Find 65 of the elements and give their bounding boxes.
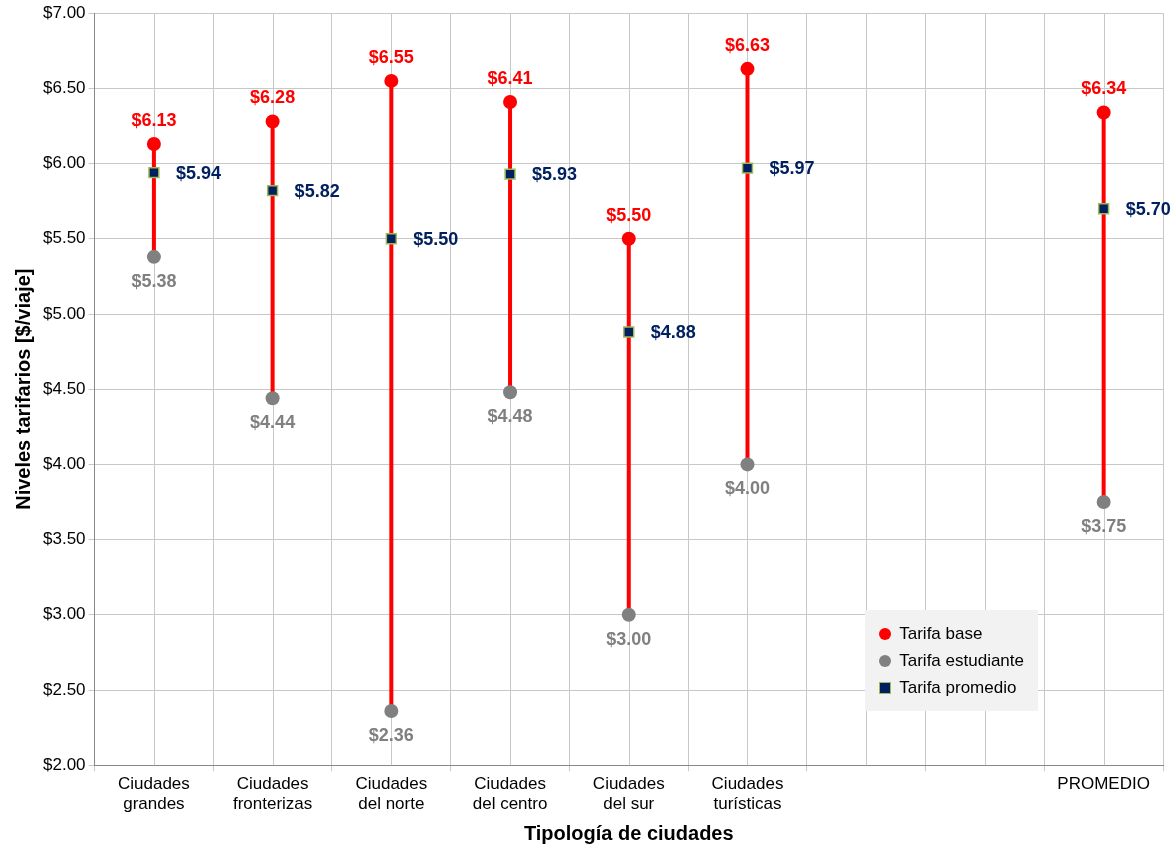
point [148, 166, 160, 179]
x-tick-label: Ciudades turísticas [711, 774, 784, 814]
y-tick-label: $3.00 [42, 604, 86, 624]
y-tick-label: $2.50 [42, 679, 86, 699]
y-tick-label: $2.00 [42, 754, 86, 774]
data-label: $5.97 [769, 158, 815, 179]
legend-label: Tarifa estudiante [899, 650, 1024, 671]
data-label: $6.63 [724, 34, 771, 55]
data-label: $5.50 [413, 228, 459, 249]
y-axis-title: Niveles tarifarios [$/viaje] [11, 268, 34, 510]
point [741, 162, 754, 174]
y-tick-label: $7.00 [42, 2, 86, 22]
point [265, 114, 280, 129]
data-label: $5.94 [175, 162, 221, 183]
point [384, 704, 399, 719]
data-label: $5.82 [294, 180, 340, 201]
point [503, 385, 518, 400]
point [503, 94, 518, 109]
point [265, 391, 280, 406]
point [504, 168, 516, 180]
y-tick-label: $5.50 [42, 228, 86, 248]
y-tick-label: $5.00 [42, 303, 86, 323]
data-label: $6.13 [131, 110, 177, 131]
data-label: $4.44 [250, 412, 296, 433]
x-tick-label: PROMEDIO [1057, 774, 1150, 794]
x-tick-label: Ciudades del norte [355, 774, 428, 814]
data-label: $4.88 [650, 322, 696, 343]
data-label: $3.75 [1081, 516, 1127, 536]
data-label: $4.00 [724, 478, 771, 499]
point [146, 137, 161, 152]
point [623, 326, 635, 338]
x-axis-title: Tipología de ciudades [523, 821, 734, 844]
y-tick-label: $4.50 [42, 378, 86, 398]
data-label: $6.34 [1081, 78, 1127, 99]
point [384, 73, 399, 88]
y-tick-label: $4.00 [42, 454, 86, 474]
point [740, 61, 755, 76]
point [621, 607, 636, 622]
data-label: $5.38 [131, 270, 177, 291]
data-label: $6.55 [368, 46, 414, 67]
point [1096, 105, 1111, 120]
data-label: $4.48 [487, 406, 533, 427]
point [621, 231, 636, 246]
data-label: $2.36 [368, 725, 414, 746]
point [266, 184, 279, 197]
x-tick-label: Ciudades grandes [117, 774, 190, 814]
point [1096, 495, 1111, 509]
point [1097, 203, 1110, 215]
data-label: $6.28 [250, 87, 296, 108]
data-label: $3.00 [606, 628, 652, 649]
data-label: $5.93 [532, 164, 578, 185]
x-tick-label: Ciudades del centro [472, 774, 548, 814]
point [740, 457, 755, 472]
y-tick-label: $6.00 [42, 153, 86, 173]
y-tick-label: $3.50 [42, 529, 86, 549]
data-label: $5.70 [1125, 198, 1171, 219]
data-label: $6.41 [487, 67, 533, 88]
legend-label: Tarifa promedio [899, 677, 1017, 698]
y-tick-label: $6.50 [42, 78, 86, 98]
data-label: $5.50 [606, 204, 652, 225]
x-tick-label: Ciudades fronterizas [232, 774, 313, 814]
point [385, 233, 398, 245]
point [146, 249, 161, 264]
x-tick-label: Ciudades del sur [592, 774, 665, 814]
legend-label: Tarifa base [899, 623, 983, 644]
